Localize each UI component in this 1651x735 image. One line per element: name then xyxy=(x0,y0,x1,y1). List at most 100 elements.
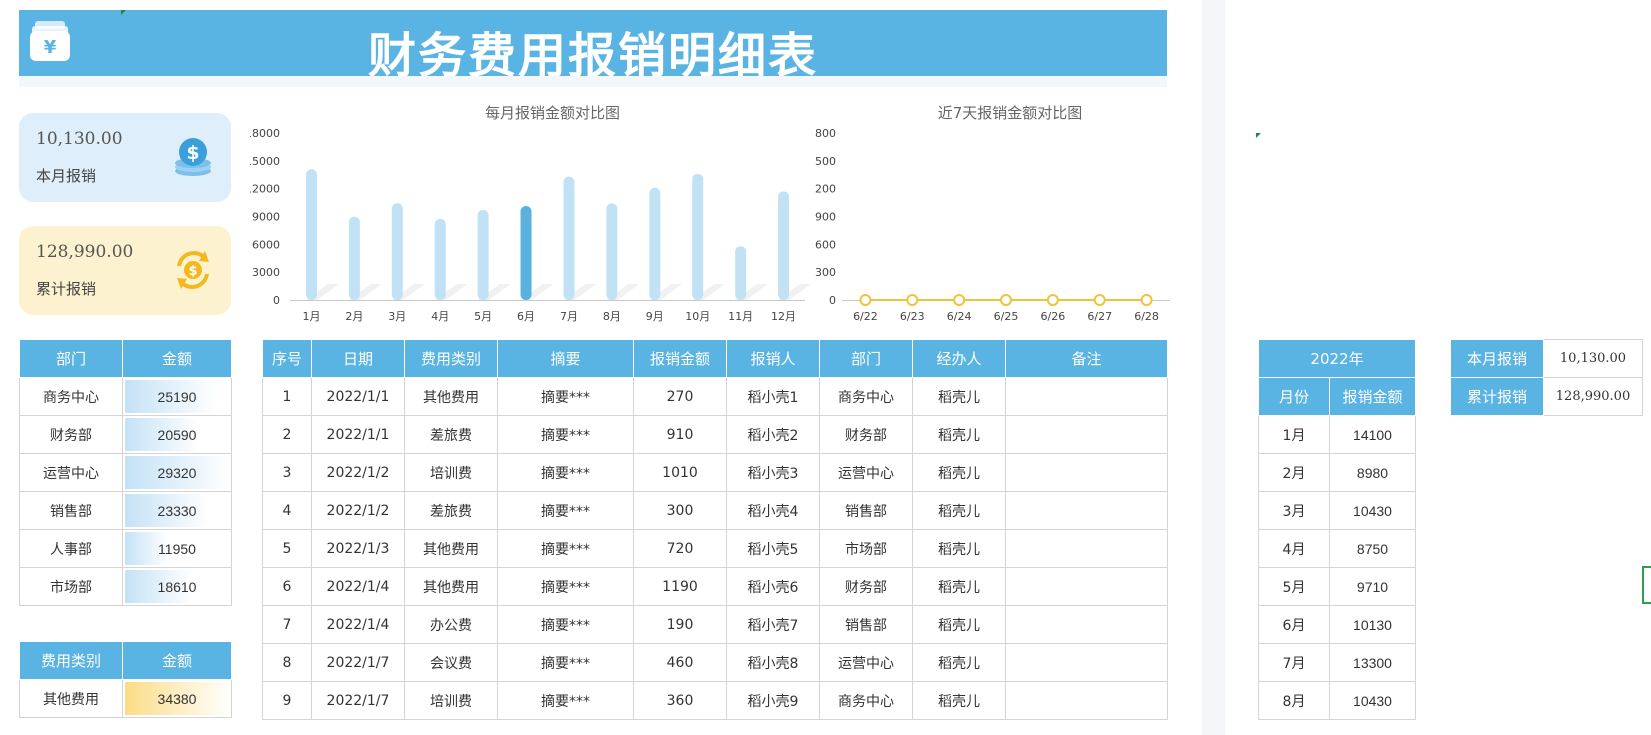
summary-label-cell[interactable]: 累计报销 xyxy=(1450,377,1544,416)
data-point[interactable] xyxy=(1140,294,1153,306)
dept-name-cell[interactable]: 市场部 xyxy=(19,567,123,606)
date-cell[interactable]: 2022/1/2 xyxy=(311,453,405,492)
amount-cell[interactable]: 29320 xyxy=(122,453,232,492)
department-cell[interactable]: 销售部 xyxy=(819,491,913,530)
amount-header[interactable]: 金额 xyxy=(122,339,232,378)
data-point[interactable] xyxy=(859,294,872,306)
remark-cell[interactable] xyxy=(1005,643,1168,682)
category-cell[interactable]: 培训费 xyxy=(404,681,498,720)
summary-cell[interactable]: 摘要*** xyxy=(497,491,634,530)
category-cell[interactable]: 其他费用 xyxy=(404,567,498,606)
index-header[interactable]: 序号 xyxy=(262,339,312,378)
summary-cell[interactable]: 摘要*** xyxy=(497,567,634,606)
handler-cell[interactable]: 稻壳儿 xyxy=(912,567,1006,606)
department-cell[interactable]: 运营中心 xyxy=(819,453,913,492)
category-cell[interactable]: 培训费 xyxy=(404,453,498,492)
amount-cell[interactable]: 910 xyxy=(633,415,727,454)
claimant-cell[interactable]: 稻小壳1 xyxy=(726,377,820,416)
index-cell[interactable]: 4 xyxy=(262,491,312,530)
index-cell[interactable]: 8 xyxy=(262,643,312,682)
summary-cell[interactable]: 摘要*** xyxy=(497,529,634,568)
bar[interactable] xyxy=(778,191,790,300)
amount-cell[interactable]: 270 xyxy=(633,377,727,416)
index-cell[interactable]: 1 xyxy=(262,377,312,416)
index-cell[interactable]: 5 xyxy=(262,529,312,568)
amount-cell[interactable]: 34380 xyxy=(122,679,232,718)
category-cell[interactable]: 差旅费 xyxy=(404,491,498,530)
department-header[interactable]: 部门 xyxy=(819,339,913,378)
amount-cell[interactable]: 14100 xyxy=(1329,415,1416,454)
remark-cell[interactable] xyxy=(1005,453,1168,492)
amount-cell[interactable]: 10430 xyxy=(1329,491,1416,530)
summary-label-cell[interactable]: 本月报销 xyxy=(1450,339,1544,378)
bar[interactable] xyxy=(477,209,489,300)
amount-cell[interactable]: 23330 xyxy=(122,491,232,530)
amount-cell[interactable]: 18610 xyxy=(122,567,232,606)
handler-cell[interactable]: 稻壳儿 xyxy=(912,453,1006,492)
handler-cell[interactable]: 稻壳儿 xyxy=(912,681,1006,720)
date-cell[interactable]: 2022/1/1 xyxy=(311,377,405,416)
summary-cell[interactable]: 摘要*** xyxy=(497,605,634,644)
remark-cell[interactable] xyxy=(1005,377,1168,416)
department-cell[interactable]: 销售部 xyxy=(819,605,913,644)
claimant-cell[interactable]: 稻小壳3 xyxy=(726,453,820,492)
dept-name-cell[interactable]: 商务中心 xyxy=(19,377,123,416)
summary-cell[interactable]: 摘要*** xyxy=(497,643,634,682)
date-cell[interactable]: 2022/1/3 xyxy=(311,529,405,568)
handler-cell[interactable]: 稻壳儿 xyxy=(912,529,1006,568)
department-cell[interactable]: 商务中心 xyxy=(819,377,913,416)
claimant-cell[interactable]: 稻小壳2 xyxy=(726,415,820,454)
summary-cell[interactable]: 摘要*** xyxy=(497,377,634,416)
category-cell[interactable]: 会议费 xyxy=(404,643,498,682)
index-cell[interactable]: 3 xyxy=(262,453,312,492)
index-cell[interactable]: 7 xyxy=(262,605,312,644)
amount-header[interactable]: 报销金额 xyxy=(633,339,727,378)
date-cell[interactable]: 2022/1/7 xyxy=(311,681,405,720)
amount-cell[interactable]: 8980 xyxy=(1329,453,1416,492)
category-name-cell[interactable]: 其他费用 xyxy=(19,679,123,718)
amount-header[interactable]: 金额 xyxy=(122,641,232,680)
dept-header[interactable]: 部门 xyxy=(19,339,123,378)
amount-cell[interactable]: 10430 xyxy=(1329,681,1416,720)
month-cell[interactable]: 4月 xyxy=(1258,529,1330,568)
claimant-cell[interactable]: 稻小壳9 xyxy=(726,681,820,720)
handler-header[interactable]: 经办人 xyxy=(912,339,1006,378)
summary-cell[interactable]: 摘要*** xyxy=(497,453,634,492)
bar[interactable] xyxy=(348,216,360,300)
date-cell[interactable]: 2022/1/1 xyxy=(311,415,405,454)
category-cell[interactable]: 其他费用 xyxy=(404,529,498,568)
claimant-cell[interactable]: 稻小壳6 xyxy=(726,567,820,606)
index-cell[interactable]: 9 xyxy=(262,681,312,720)
amount-cell[interactable]: 190 xyxy=(633,605,727,644)
bar[interactable] xyxy=(606,203,618,300)
handler-cell[interactable]: 稻壳儿 xyxy=(912,643,1006,682)
amount-header[interactable]: 报销金额 xyxy=(1329,377,1416,416)
handler-cell[interactable]: 稻壳儿 xyxy=(912,491,1006,530)
index-cell[interactable]: 2 xyxy=(262,415,312,454)
amount-cell[interactable]: 720 xyxy=(633,529,727,568)
bar[interactable] xyxy=(563,176,575,300)
remark-cell[interactable] xyxy=(1005,529,1168,568)
amount-cell[interactable]: 1190 xyxy=(633,567,727,606)
category-header[interactable]: 费用类别 xyxy=(404,339,498,378)
remark-cell[interactable] xyxy=(1005,567,1168,606)
dept-name-cell[interactable]: 人事部 xyxy=(19,529,123,568)
index-cell[interactable]: 6 xyxy=(262,567,312,606)
data-point[interactable] xyxy=(1093,294,1106,306)
claimant-cell[interactable]: 稻小壳5 xyxy=(726,529,820,568)
dept-name-cell[interactable]: 销售部 xyxy=(19,491,123,530)
department-cell[interactable]: 商务中心 xyxy=(819,681,913,720)
amount-cell[interactable]: 11950 xyxy=(122,529,232,568)
date-cell[interactable]: 2022/1/7 xyxy=(311,643,405,682)
date-cell[interactable]: 2022/1/2 xyxy=(311,491,405,530)
remark-cell[interactable] xyxy=(1005,681,1168,720)
bar[interactable] xyxy=(649,187,661,300)
category-cell[interactable]: 其他费用 xyxy=(404,377,498,416)
category-header[interactable]: 费用类别 xyxy=(19,641,123,680)
amount-cell[interactable]: 10130 xyxy=(1329,605,1416,644)
bar[interactable] xyxy=(520,206,532,300)
bar[interactable] xyxy=(434,218,446,300)
dept-name-cell[interactable]: 财务部 xyxy=(19,415,123,454)
dept-name-cell[interactable]: 运营中心 xyxy=(19,453,123,492)
summary-cell[interactable]: 摘要*** xyxy=(497,681,634,720)
